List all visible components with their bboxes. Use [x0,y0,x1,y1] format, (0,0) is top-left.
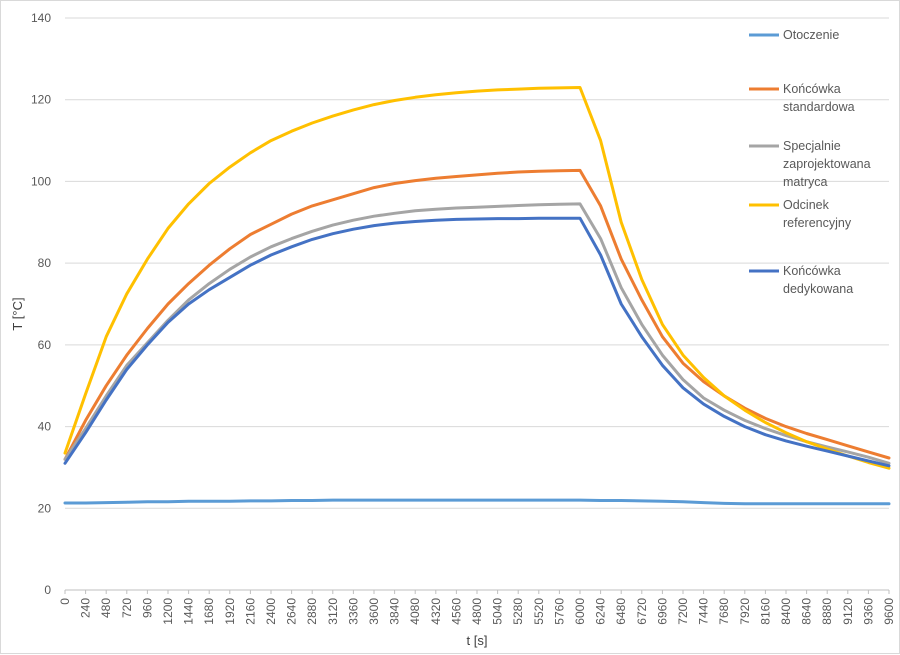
series-line-3 [63,202,891,465]
x-tick-label: 8160 [758,598,772,625]
x-tick-label: 1200 [161,598,175,625]
x-tick-label: 7920 [738,598,752,625]
x-tick-label: 9600 [882,598,896,625]
x-tick-label: 3600 [367,598,381,625]
x-tick-label: 6240 [594,598,608,625]
y-tick-label: 40 [38,420,52,434]
data-series [63,86,891,506]
x-axis-title: t [s] [467,633,488,648]
legend-label: zaprojektowana [783,157,871,171]
series-line-4 [63,86,891,470]
x-tick-label: 2880 [305,598,319,625]
legend-label: Odcinek [783,198,830,212]
gridlines [65,17,889,591]
legend-label: dedykowana [783,282,853,296]
x-tick-label: 4320 [429,598,443,625]
legend-label: matryca [783,175,828,189]
x-tick-label: 5760 [552,598,566,625]
x-tick-label: 720 [120,598,134,618]
y-tick-label: 60 [38,338,52,352]
x-tick-label: 7200 [676,598,690,625]
x-tick-label: 3840 [388,598,402,625]
legend-label: Końcówka [783,82,841,96]
y-tick-label: 0 [44,583,51,597]
x-tick-label: 4800 [470,598,484,625]
x-tick-label: 5280 [511,598,525,625]
y-tick-label: 80 [38,256,52,270]
x-tick-label: 8400 [779,598,793,625]
series-line-1 [63,498,891,506]
x-tick-labels: 0 240 480 720 960 1200 1440 1680 1920 2160 2400 264… [58,598,896,625]
series-line-2 [63,168,891,461]
series-line-5 [63,216,891,468]
y-tick-label: 20 [38,501,52,515]
x-tick-label: 2160 [243,598,257,625]
x-tick-label: 9120 [841,598,855,625]
x-tick-label: 8640 [800,598,814,625]
x-tick-label: 6480 [614,598,628,625]
y-tick-label: 140 [31,11,51,25]
x-tick-label: 7440 [697,598,711,625]
x-tick-label: 6000 [573,598,587,625]
legend-label: Końcówka [783,264,841,278]
x-tick-label: 8880 [820,598,834,625]
x-tick-label: 2400 [264,598,278,625]
legend-label: referencyjny [783,216,852,230]
x-tick-label: 3360 [346,598,360,625]
x-tick-label: 7680 [717,598,731,625]
x-tick-label: 5520 [532,598,546,625]
x-tick-label: 4080 [408,598,422,625]
x-tick-label: 6960 [655,598,669,625]
legend-label: Specjalnie [783,139,841,153]
x-tick-label: 5040 [491,598,505,625]
x-tick-label: 1680 [202,598,216,625]
x-tick-label: 9360 [861,598,875,625]
x-tick-label: 3120 [326,598,340,625]
x-tick-label: 0 [58,598,72,605]
legend-label: Otoczenie [783,28,839,42]
legend: Otoczenie Końcówka standardowa Specjalnie za… [749,28,871,296]
x-tick-label: 240 [79,598,93,618]
x-tick-label: 960 [140,598,154,618]
axes [64,589,890,594]
y-axis-title: T [°C] [10,297,25,330]
x-tick-label: 4560 [449,598,463,625]
x-tick-label: 480 [99,598,113,618]
x-tick-label: 2640 [285,598,299,625]
y-tick-label: 100 [31,174,51,188]
legend-label: standardowa [783,100,855,114]
x-tick-label: 1440 [182,598,196,625]
x-tick-label: 1920 [223,598,237,625]
y-tick-label: 120 [31,93,51,107]
x-tick-label: 6720 [635,598,649,625]
y-tick-labels: 0 20 40 60 80 100 120 140 [31,11,51,597]
